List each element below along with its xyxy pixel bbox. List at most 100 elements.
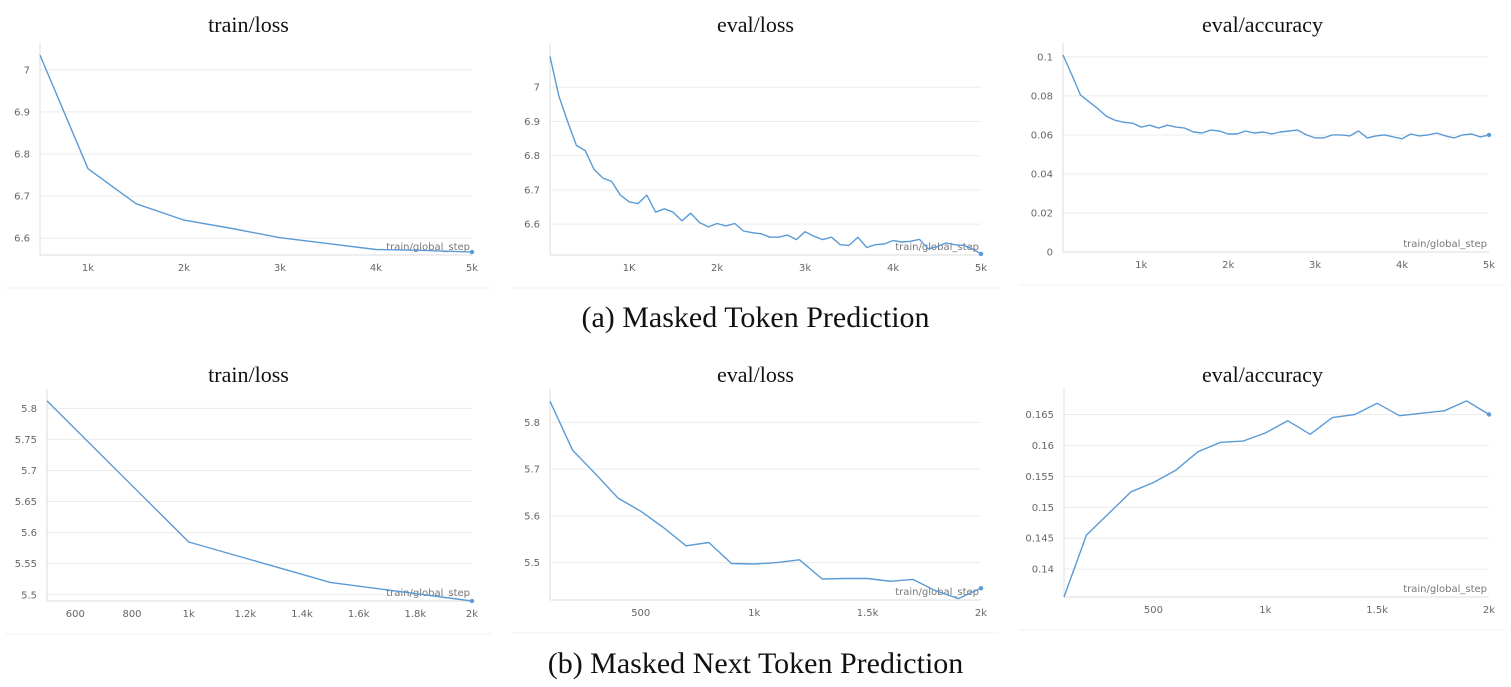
y-tick-label: 0.165 (1025, 410, 1054, 421)
x-tick-label: 800 (122, 609, 141, 620)
y-tick-label: 6.7 (14, 192, 30, 203)
x-axis-label: train/global_step (386, 588, 470, 599)
x-tick-label: 5k (1483, 260, 1495, 271)
series-endpoint (469, 598, 475, 604)
y-tick-label: 7 (534, 83, 540, 94)
y-tick-label: 5.6 (524, 511, 540, 522)
y-tick-label: 6.6 (524, 220, 540, 231)
x-tick-label: 1.4k (291, 609, 313, 620)
series-line (46, 400, 473, 602)
x-tick-label: 2k (1222, 260, 1234, 271)
y-tick-label: 6.8 (14, 150, 30, 161)
y-tick-label: 0.14 (1032, 565, 1054, 576)
x-tick-label: 4k (370, 263, 382, 274)
x-tick-label: 1k (82, 263, 94, 274)
chart-title: eval/loss (717, 362, 794, 387)
chart-title: train/loss (208, 362, 289, 387)
y-tick-label: 6.7 (524, 185, 540, 196)
x-axis-label: train/global_step (1403, 239, 1487, 250)
x-tick-label: 1.8k (404, 609, 426, 620)
x-tick-label: 1.2k (234, 609, 256, 620)
series-endpoint (1486, 132, 1492, 138)
x-axis-label: train/global_step (895, 587, 979, 598)
y-tick-label: 0 (1047, 248, 1053, 259)
series-endpoint (1486, 412, 1492, 417)
line-chart: 6.6 6.7 6.8 6.9 7 1K 2k 3k 4k 5k train/global_step (512, 43, 999, 289)
x-tick-label: 5k (975, 263, 987, 274)
y-tick-label: 6.9 (14, 107, 30, 118)
y-tick-label: 6.9 (524, 117, 540, 128)
chart-panel-b-eval-accuracy: eval/accuracy 0.14 0.145 0.15 0.155 0.16 0.16… (1019, 355, 1506, 640)
y-tick-label: 5.5 (21, 590, 37, 601)
series-line (549, 56, 982, 255)
chart-title: eval/loss (717, 12, 794, 37)
chart-panel-a-eval-accuracy: eval/accuracy 0 0.02 0.04 0.06 0.08 0.1 1k 2k 3k… (1019, 5, 1506, 295)
y-tick-label: 5.65 (15, 497, 37, 508)
x-tick-label: 3k (1309, 260, 1321, 271)
x-tick-label: 4k (1396, 260, 1408, 271)
series-endpoint (978, 586, 984, 591)
x-tick-label: 4k (887, 263, 899, 274)
y-tick-label: 7 (24, 65, 30, 76)
series-line (549, 401, 982, 600)
chart-panel-a-train-loss: train/loss 6.6 6.7 6.8 6.9 7 1k 2k 3k 4k 5k train/… (5, 5, 492, 295)
y-tick-label: 6.6 (14, 234, 30, 245)
series-endpoint (978, 251, 984, 257)
x-tick-label: 1K (623, 263, 636, 274)
series-line (1062, 54, 1490, 140)
x-axis-label: train/global_step (386, 242, 470, 253)
x-tick-label: 5k (466, 263, 478, 274)
x-tick-label: 1k (183, 609, 195, 620)
x-tick-label: 3k (274, 263, 286, 274)
x-tick-label: 1k (1259, 605, 1271, 616)
y-tick-label: 0.16 (1032, 441, 1054, 452)
x-tick-label: 1.5k (1366, 605, 1388, 616)
x-tick-label: 2k (466, 609, 478, 620)
y-tick-label: 5.75 (15, 435, 37, 446)
x-tick-label: 1k (748, 608, 760, 619)
x-tick-label: 1.6k (348, 609, 370, 620)
y-tick-label: 0.155 (1025, 472, 1054, 483)
x-tick-label: 500 (1144, 605, 1163, 616)
series-endpoint (469, 249, 475, 255)
y-tick-label: 5.7 (524, 465, 540, 476)
x-tick-label: 1.5k (857, 608, 879, 619)
y-tick-label: 5.8 (524, 418, 540, 429)
x-tick-label: 1k (1135, 260, 1147, 271)
chart-title: eval/accuracy (1202, 362, 1323, 387)
y-tick-label: 5.8 (21, 404, 37, 415)
figure-caption-b: (b) Masked Next Token Prediction (547, 647, 964, 680)
x-tick-label: 2k (1483, 605, 1495, 616)
y-tick-label: 0.15 (1032, 503, 1054, 514)
chart-title: eval/accuracy (1202, 12, 1323, 37)
y-tick-label: 5.5 (524, 558, 540, 569)
y-tick-label: 5.7 (21, 466, 37, 477)
x-tick-label: 500 (631, 608, 650, 619)
y-tick-label: 5.55 (15, 559, 37, 570)
y-tick-label: 0.1 (1037, 52, 1053, 63)
y-tick-label: 5.6 (21, 528, 37, 539)
x-tick-label: 600 (66, 609, 85, 620)
chart-title: train/loss (208, 12, 289, 37)
y-tick-label: 0.04 (1031, 169, 1053, 180)
x-tick-label: 2k (975, 608, 987, 619)
x-tick-label: 2k (711, 263, 723, 274)
x-axis-label: train/global_step (895, 242, 979, 253)
line-chart: 5.5 5.55 5.6 5.65 5.7 5.75 5.8 600 800 1k 1.2k 1.4k… (5, 389, 492, 635)
line-chart: 6.6 6.7 6.8 6.9 7 1k 2k 3k 4k 5k train/global_step (5, 43, 492, 289)
y-tick-label: 0.145 (1025, 534, 1054, 545)
x-axis-label: train/global_step (1403, 584, 1487, 595)
x-tick-label: 2k (178, 263, 190, 274)
y-tick-label: 0.06 (1031, 130, 1053, 141)
chart-panel-b-eval-loss: eval/loss 5.5 5.6 5.7 5.8 500 1k 1.5k 2k train/g… (512, 355, 999, 640)
chart-panel-b-train-loss: train/loss 5.5 5.55 5.6 5.65 5.7 5.75 5.8 600 80… (5, 355, 492, 640)
x-tick-label: 3k (799, 263, 811, 274)
series-line (1063, 400, 1490, 598)
chart-panel-a-eval-loss: eval/loss 6.6 6.7 6.8 6.9 7 1K 2k 3k 4k 5k train/g… (512, 5, 999, 295)
line-chart: 5.5 5.6 5.7 5.8 500 1k 1.5k 2k train/global_step (512, 389, 999, 634)
line-chart: 0 0.02 0.04 0.06 0.08 0.1 1k 2k 3k 4k 5k train/glob… (1019, 43, 1506, 286)
y-tick-label: 0.02 (1031, 208, 1053, 219)
figure-caption-a: (a) Masked Token Prediction (581, 301, 930, 334)
y-tick-label: 6.8 (524, 151, 540, 162)
series-line (39, 54, 473, 253)
